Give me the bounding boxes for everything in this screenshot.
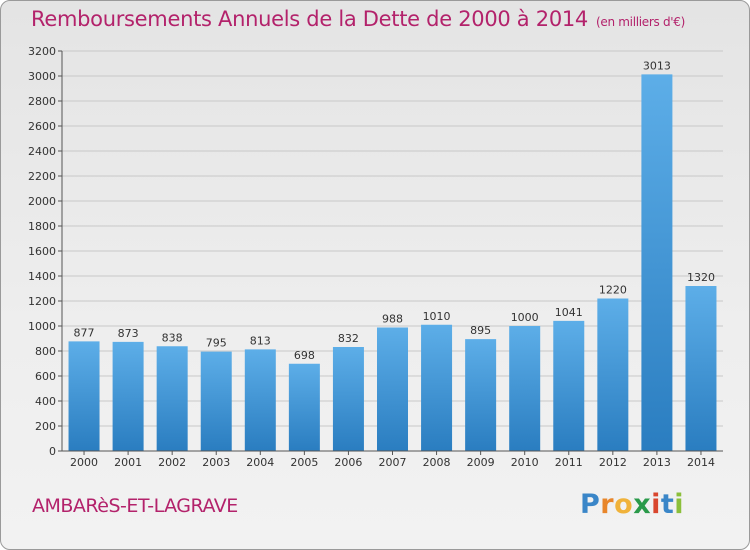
x-tick-label: 2004 (246, 456, 274, 469)
bar-2014 (685, 286, 717, 451)
y-axis: 0 200 400 600 800 1000 1200 1400 1600 1800 2000 220… (28, 45, 63, 458)
x-tick-label: 2006 (334, 456, 362, 469)
bar-2001 (112, 341, 144, 451)
bar-value-label: 1010 (423, 310, 451, 323)
bar-value-label: 795 (206, 337, 227, 350)
y-tick-label: 1400 (28, 270, 56, 283)
bar-2009 (465, 339, 497, 451)
y-tick-label: 0 (49, 445, 56, 458)
y-tick-label: 800 (35, 345, 56, 358)
x-tick-label: 2009 (467, 456, 495, 469)
y-tick-label: 1000 (28, 320, 56, 333)
bar-value-label: 877 (74, 326, 95, 339)
bar-2008 (421, 324, 453, 451)
bar-2003 (200, 351, 232, 451)
x-axis: 2000 2001 2002 2003 2004 2005 2006 2007 2008 2009… (62, 450, 723, 469)
y-tick-label: 3000 (28, 70, 56, 83)
bar-value-label: 832 (338, 332, 359, 345)
bar-2012 (597, 298, 629, 451)
x-tick-label: 2012 (599, 456, 627, 469)
x-tick-label: 2002 (158, 456, 186, 469)
x-tick-label: 2000 (70, 456, 98, 469)
x-tick-label: 2011 (555, 456, 583, 469)
bar-value-label: 1041 (555, 306, 583, 319)
y-tick-label: 200 (35, 420, 56, 433)
commune-name: AMBARèS-ET-LAGRAVE (32, 495, 238, 517)
y-tick-label: 400 (35, 395, 56, 408)
y-tick-label: 2600 (28, 120, 56, 133)
x-tick-label: 2014 (687, 456, 715, 469)
bar-value-label: 988 (382, 313, 403, 326)
bar-2005 (288, 363, 320, 451)
bar-2010 (509, 326, 541, 451)
x-tick-label: 2007 (379, 456, 407, 469)
x-tick-label: 2008 (423, 456, 451, 469)
bar-value-label: 698 (294, 349, 315, 362)
y-tick-label: 1800 (28, 220, 56, 233)
x-tick-label: 2003 (202, 456, 230, 469)
y-tick-label: 2200 (28, 170, 56, 183)
bar-2013 (641, 74, 673, 451)
chart-title: Remboursements Annuels de la Dette de 20… (31, 7, 685, 31)
bar-value-label: 3013 (643, 59, 671, 72)
x-tick-label: 2001 (114, 456, 142, 469)
bar-2002 (156, 346, 188, 451)
bar-2000 (68, 341, 100, 451)
y-tick-label: 3200 (28, 45, 56, 58)
y-tick-label: 600 (35, 370, 56, 383)
bar-2006 (332, 347, 364, 451)
x-tick-label: 2013 (643, 456, 671, 469)
bar-value-label: 895 (470, 324, 491, 337)
bar-value-label: 1000 (511, 311, 539, 324)
bar-value-label: 838 (162, 331, 183, 344)
y-tick-label: 2800 (28, 95, 56, 108)
bar-value-label: 813 (250, 334, 271, 347)
bar-2011 (553, 320, 585, 451)
y-tick-label: 1600 (28, 245, 56, 258)
x-tick-label: 2010 (511, 456, 539, 469)
bar-2007 (377, 327, 408, 451)
y-tick-label: 2000 (28, 195, 56, 208)
chart-unit: (en milliers d'€) (596, 15, 686, 29)
bar-value-label: 1220 (599, 284, 627, 297)
chart-title-text: Remboursements Annuels de la Dette de 20… (31, 7, 588, 31)
x-tick-label: 2005 (290, 456, 318, 469)
bars: 877 873 838 795 813 698 832 988 1010 895 1000 1041 1… (68, 59, 717, 451)
bar-value-label: 873 (118, 327, 139, 340)
proxiti-logo: Proxiti (580, 489, 685, 520)
bar-2004 (244, 349, 276, 451)
y-tick-label: 2400 (28, 145, 56, 158)
bar-value-label: 1320 (687, 271, 715, 284)
y-tick-label: 1200 (28, 295, 56, 308)
